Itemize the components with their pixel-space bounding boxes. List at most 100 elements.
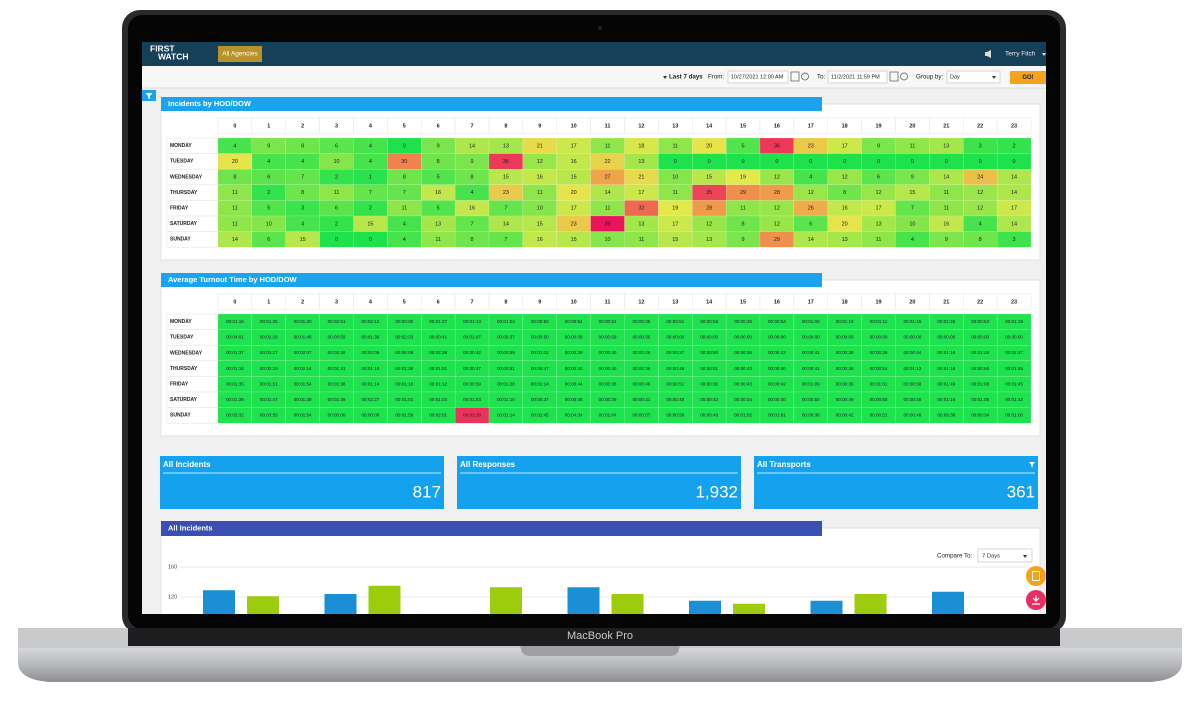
logo: FIRST [150, 43, 175, 53]
cell-value: 00:02:07 [294, 350, 312, 355]
group-value[interactable]: Day [950, 74, 960, 80]
cell-value: 00:02:18 [260, 335, 278, 340]
cell-value: 17 [842, 143, 848, 149]
cell-value: 13 [706, 237, 712, 243]
go-label[interactable]: GO! [1022, 75, 1033, 81]
clock-icon[interactable] [801, 72, 809, 81]
cell-value: 23 [808, 143, 814, 149]
from-value[interactable]: 10/27/2021 12:00 AM [731, 74, 784, 80]
cell-value: 4 [403, 221, 406, 227]
clock-icon[interactable] [900, 72, 908, 81]
cell-value: 00:00:46 [700, 413, 718, 418]
group-label: Group by: [916, 74, 943, 81]
calendar-icon[interactable] [889, 71, 899, 82]
cell-value: 00:00:52 [599, 319, 617, 324]
cell-value: 00:00:37 [497, 335, 515, 340]
cell-value: 00:01:25 [260, 319, 278, 324]
column-label: 23 [1011, 123, 1017, 129]
cell-value: 1 [369, 174, 372, 180]
cell-value: 00:01:28 [497, 381, 515, 386]
column-label: 1 [267, 299, 270, 305]
cell-value: 00:00:00 [328, 413, 346, 418]
cell-value: 14 [503, 221, 509, 227]
group-select[interactable] [946, 70, 1001, 84]
cell-value: 00:00:41 [802, 366, 820, 371]
calendar-icon[interactable] [790, 71, 800, 82]
compare-select[interactable] [977, 548, 1033, 563]
cell-value: 2 [1013, 143, 1016, 149]
cell-value: 10 [266, 221, 272, 227]
cell-value: 8 [233, 174, 236, 180]
column-label: 6 [437, 123, 440, 129]
cell-value: 9 [945, 237, 948, 243]
to-value[interactable]: 11/2/2021 11:59 PM [831, 74, 880, 80]
y-tick-label: 120 [168, 594, 177, 600]
kpi-filter-icon[interactable] [1029, 462, 1035, 468]
cell-value: 00:00:42 [463, 350, 481, 355]
agency-button[interactable] [218, 46, 262, 62]
cell-value: 11 [910, 143, 916, 149]
cell-value: 11 [605, 143, 611, 149]
column-label: 6 [437, 299, 440, 305]
panel-header [161, 273, 822, 287]
cell-value: 00:00:38 [632, 319, 650, 324]
go-button[interactable] [1010, 71, 1046, 84]
cell-value: 14 [232, 237, 238, 243]
cell-value: 11 [401, 206, 407, 212]
cell-value: 6 [335, 206, 338, 212]
cell-value: 14 [605, 190, 611, 196]
user-caret[interactable] [1042, 53, 1046, 56]
cell-value: 00:01:49 [937, 381, 955, 386]
cell-value: 12 [876, 190, 882, 196]
compare-value[interactable]: 7 Days [982, 554, 1000, 560]
cell-value: 00:01:03 [429, 397, 447, 402]
cell-value: 11 [876, 237, 882, 243]
cell-value: 13 [876, 221, 882, 227]
cell-value: 00:00:46 [632, 381, 650, 386]
cell-value: 00:00:42 [565, 366, 583, 371]
range-label[interactable]: Last 7 days [669, 74, 703, 81]
row-label: SUNDAY [170, 413, 191, 419]
download-icon [1032, 595, 1040, 605]
bar [490, 587, 522, 614]
cell-value: 00:00:56 [971, 366, 989, 371]
cell-value: 00:01:39 [226, 397, 244, 402]
cell-value: 00:01:14 [463, 319, 481, 324]
cell-value: 0 [775, 159, 778, 165]
range-caret[interactable] [663, 76, 667, 79]
cell-value: 00:01:10 [361, 366, 379, 371]
cell-value: 00:01:04 [599, 413, 617, 418]
cell-value: 29 [740, 190, 746, 196]
cell-value: 00:00:58 [903, 381, 921, 386]
cell-value: 00:02:27 [361, 397, 379, 402]
cell-value: 4 [471, 190, 474, 196]
cell-value: 4 [911, 237, 914, 243]
cell-value: 00:00:43 [734, 381, 752, 386]
cell-value: 9 [911, 174, 914, 180]
column-label: 4 [369, 299, 373, 305]
cell-value: 8 [403, 174, 406, 180]
row-label: WEDNESDAY [170, 174, 203, 180]
cell-value: 00:00:38 [599, 381, 617, 386]
cell-value: 26 [808, 206, 814, 212]
cell-value: 23 [503, 190, 509, 196]
cell-value: 7 [471, 221, 474, 227]
cell-value: 0 [403, 143, 406, 149]
cell-value: 00:00:50 [700, 350, 718, 355]
to-input[interactable] [827, 70, 888, 84]
cell-value: 00:01:01 [395, 397, 413, 402]
cell-value: 14 [943, 174, 949, 180]
cell-value: 12 [774, 174, 780, 180]
kpi-title: All Responses [460, 460, 516, 469]
cell-value: 00:00:00 [971, 335, 989, 340]
cell-value: 5 [437, 174, 440, 180]
from-input[interactable] [727, 70, 789, 84]
user-name[interactable]: Terry Fitch [1005, 51, 1036, 58]
megaphone-icon[interactable] [985, 50, 991, 58]
cell-value: 00:00:50 [531, 335, 549, 340]
agency-label[interactable]: All Agencies [222, 51, 258, 58]
pdf-button[interactable] [1026, 566, 1046, 586]
cell-value: 00:01:08 [971, 381, 989, 386]
